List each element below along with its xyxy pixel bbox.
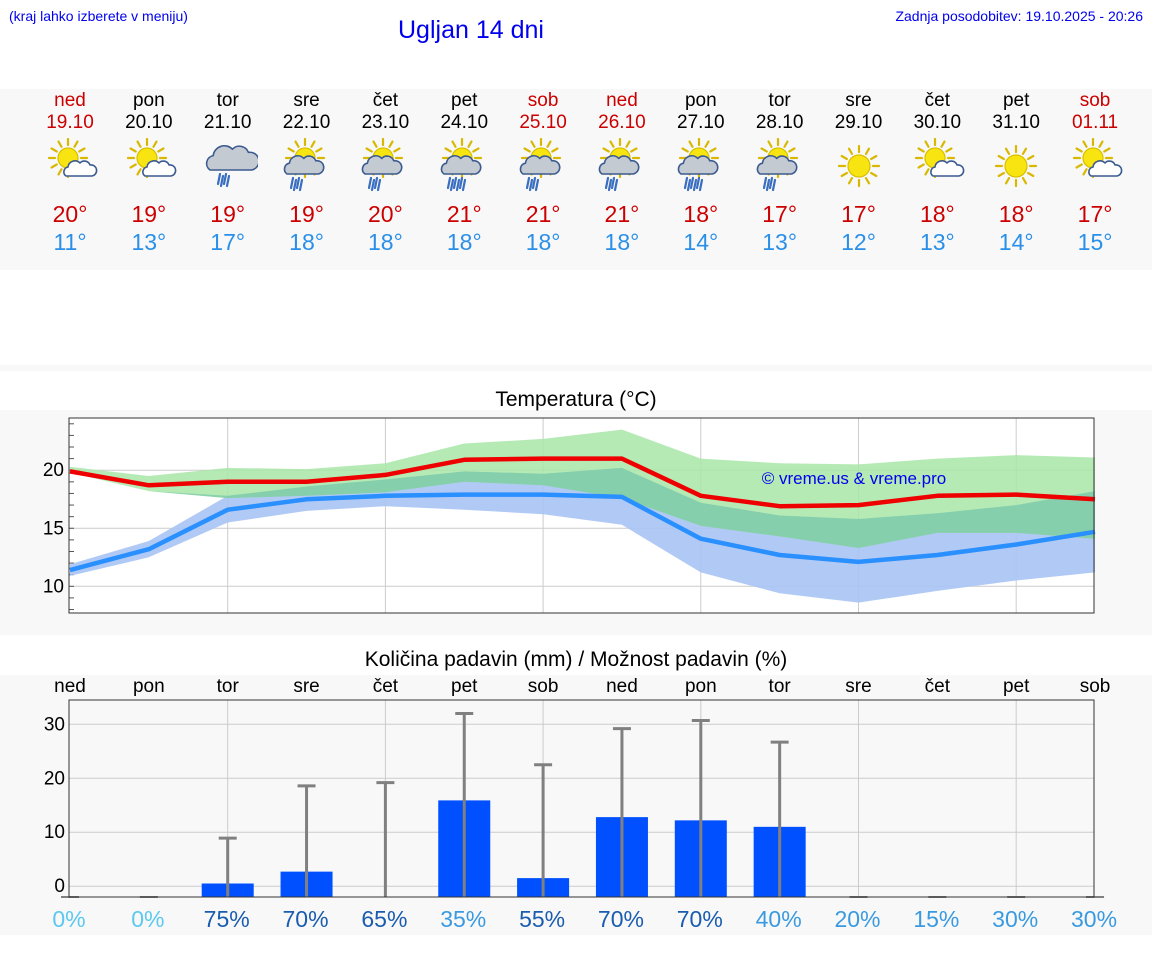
min-temperature: 18° xyxy=(446,229,482,255)
max-temperature: 18° xyxy=(919,201,955,227)
day-date: 27.10 xyxy=(677,112,725,133)
forecast-day: tor 21.10 19° 17° xyxy=(178,89,278,256)
forecast-day: pet 31.10 18° 14° xyxy=(966,89,1066,256)
day-name: tor xyxy=(216,90,239,111)
min-temperature: 18° xyxy=(604,229,640,255)
forecast-strip xyxy=(0,89,1152,270)
min-temperature: 12° xyxy=(841,229,876,255)
sun-cloud-rain-icon xyxy=(519,137,562,192)
min-temperature: 18° xyxy=(289,229,324,255)
day-name: tor xyxy=(768,90,791,111)
sun-cloud-icon xyxy=(47,137,98,179)
day-date: 25.10 xyxy=(519,112,567,133)
day-date: 21.10 xyxy=(203,112,252,133)
page-title: Ugljan 14 dni xyxy=(398,16,544,44)
forecast-day: sre 22.10 19° 18° xyxy=(257,89,357,256)
day-name: sob xyxy=(527,90,559,111)
sun-cloud-icon xyxy=(126,137,177,179)
separator xyxy=(0,365,1152,371)
day-date: 19.10 xyxy=(46,112,94,133)
day-name: ned xyxy=(54,90,86,111)
day-date: 01.11 xyxy=(1071,112,1119,133)
forecast-day: sob 25.10 21° 18° xyxy=(493,89,593,256)
min-temperature: 13° xyxy=(762,229,798,255)
max-temperature: 18° xyxy=(683,201,719,227)
temperature-panel xyxy=(0,410,1152,635)
day-name: pon xyxy=(132,90,165,111)
precipitation-panel xyxy=(0,675,1152,935)
min-temperature: 14° xyxy=(998,229,1034,255)
day-date: 24.10 xyxy=(440,112,489,133)
day-date: 28.10 xyxy=(755,112,804,133)
day-name: pon xyxy=(684,90,717,111)
forecast-day: pon 20.10 19° 13° xyxy=(99,89,199,256)
max-temperature: 19° xyxy=(289,201,324,227)
day-date: 26.10 xyxy=(598,112,646,133)
max-temperature: 17° xyxy=(762,201,798,227)
sun-cloud-rain-icon xyxy=(283,137,325,192)
day-name: sre xyxy=(845,90,872,111)
min-temperature: 18° xyxy=(525,229,561,255)
sun-cloud-rain-icon xyxy=(362,137,404,192)
max-temperature: 17° xyxy=(1077,201,1113,227)
day-date: 30.10 xyxy=(913,112,962,133)
min-temperature: 13° xyxy=(919,229,955,255)
last-update: Zadnja posodobitev: 19.10.2025 - 20:26 xyxy=(895,8,1143,24)
cloud-rain-icon xyxy=(205,145,258,188)
sun-cloud-heavy-rain-icon xyxy=(440,137,483,192)
sun-cloud-heavy-rain-icon xyxy=(677,137,719,192)
day-date: 31.10 xyxy=(992,112,1040,133)
region-hint[interactable]: (kraj lahko izberete v meniju) xyxy=(9,8,188,24)
max-temperature: 21° xyxy=(446,201,482,227)
max-temperature: 18° xyxy=(998,201,1034,227)
forecast-day: pon 27.10 18° 14° xyxy=(651,89,751,256)
day-name: sob xyxy=(1079,90,1111,111)
forecast-day: pet 24.10 21° 18° xyxy=(414,89,514,256)
day-date: 22.10 xyxy=(282,112,331,133)
sun-cloud-icon xyxy=(1072,137,1123,179)
day-name: sre xyxy=(293,90,320,111)
precipitation-chart-title: Količina padavin (mm) / Možnost padavin … xyxy=(364,648,788,671)
sun-cloud-rain-icon xyxy=(598,137,641,192)
min-temperature: 18° xyxy=(368,229,403,255)
sun-icon xyxy=(995,144,1038,188)
day-name: čet xyxy=(924,90,951,111)
day-date: 29.10 xyxy=(834,112,883,133)
sun-cloud-rain-icon xyxy=(756,137,798,192)
max-temperature: 19° xyxy=(131,201,167,227)
min-temperature: 15° xyxy=(1077,229,1113,255)
day-date: 20.10 xyxy=(125,112,173,133)
day-date: 23.10 xyxy=(361,112,410,133)
forecast-day: tor 28.10 17° 13° xyxy=(730,89,830,256)
forecast-day: čet 23.10 20° 18° xyxy=(335,89,435,256)
max-temperature: 19° xyxy=(210,201,246,227)
max-temperature: 20° xyxy=(52,201,88,227)
min-temperature: 17° xyxy=(210,229,246,255)
max-temperature: 21° xyxy=(604,201,640,227)
max-temperature: 20° xyxy=(368,201,403,227)
sun-icon xyxy=(837,144,880,188)
max-temperature: 21° xyxy=(525,201,561,227)
day-name: čet xyxy=(372,90,399,111)
day-name: ned xyxy=(606,90,638,111)
forecast-day: ned 26.10 21° 18° xyxy=(572,89,672,256)
max-temperature: 17° xyxy=(841,201,876,227)
forecast-day: ned 19.10 20° 11° xyxy=(20,89,120,256)
min-temperature: 13° xyxy=(131,229,167,255)
forecast-day: sob 01.11 17° 15° xyxy=(1045,89,1145,256)
day-name: pet xyxy=(451,90,478,111)
min-temperature: 11° xyxy=(53,229,87,255)
forecast-day: čet 30.10 18° 13° xyxy=(887,89,987,256)
day-name: pet xyxy=(1002,90,1030,111)
forecast-day: sre 29.10 17° 12° xyxy=(809,89,909,256)
temperature-chart-title: Temperatura (°C) xyxy=(495,388,657,411)
min-temperature: 14° xyxy=(683,229,719,255)
sun-cloud-icon xyxy=(915,137,965,179)
